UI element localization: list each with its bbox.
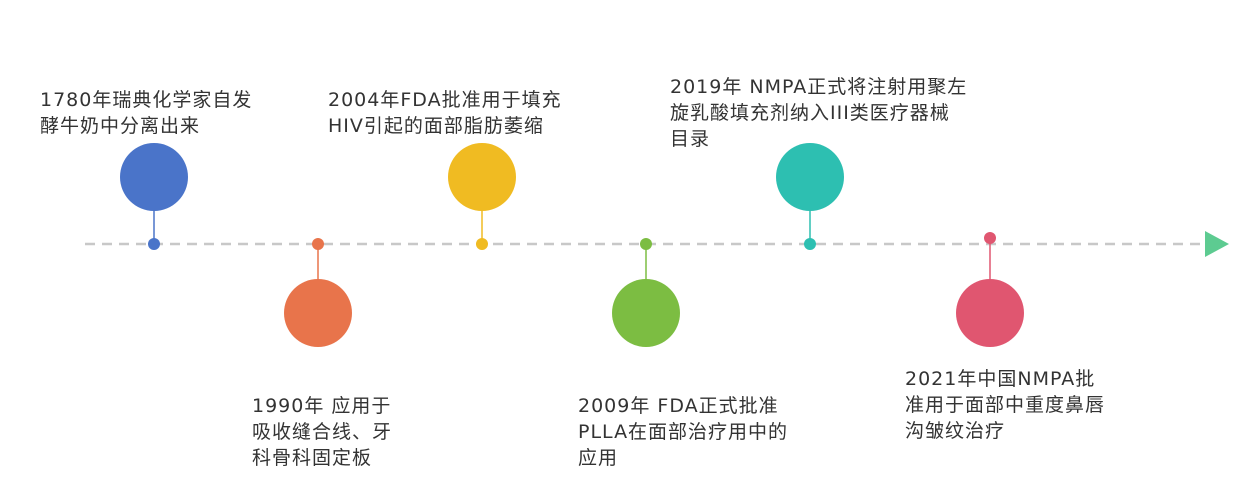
event-label-2021: 2021年中国NMPA批 准用于面部中重度鼻唇 沟皱纹治疗 — [905, 368, 1106, 442]
event-label-2009: 2009年 FDA正式批准 PLLA在面部治疗用中的 应用 — [578, 395, 789, 469]
event-dot-e1990 — [312, 238, 324, 250]
event-label-2004: 2004年FDA批准用于填充 HIV引起的面部脂肪萎缩 — [328, 89, 562, 137]
event-circle-e2009 — [612, 279, 680, 347]
timeline-arrow-head — [1205, 231, 1229, 257]
event-dot-e2004 — [476, 238, 488, 250]
event-label-1990: 1990年 应用于 吸收缝合线、牙 科骨科固定板 — [252, 395, 393, 469]
event-circle-e2019 — [776, 143, 844, 211]
event-dot-e2009 — [640, 238, 652, 250]
event-dot-e2021 — [984, 232, 996, 244]
event-circle-e1780 — [120, 143, 188, 211]
event-label-1780: 1780年瑞典化学家自发 酵牛奶中分离出来 — [40, 89, 253, 137]
event-circle-e2021 — [956, 279, 1024, 347]
event-label-2019: 2019年 NMPA正式将注射用聚左 旋乳酸填充剂纳入III类医疗器械 目录 — [670, 76, 968, 150]
event-circle-e2004 — [448, 143, 516, 211]
event-dot-e1780 — [148, 238, 160, 250]
event-dot-e2019 — [804, 238, 816, 250]
event-circle-e1990 — [284, 279, 352, 347]
